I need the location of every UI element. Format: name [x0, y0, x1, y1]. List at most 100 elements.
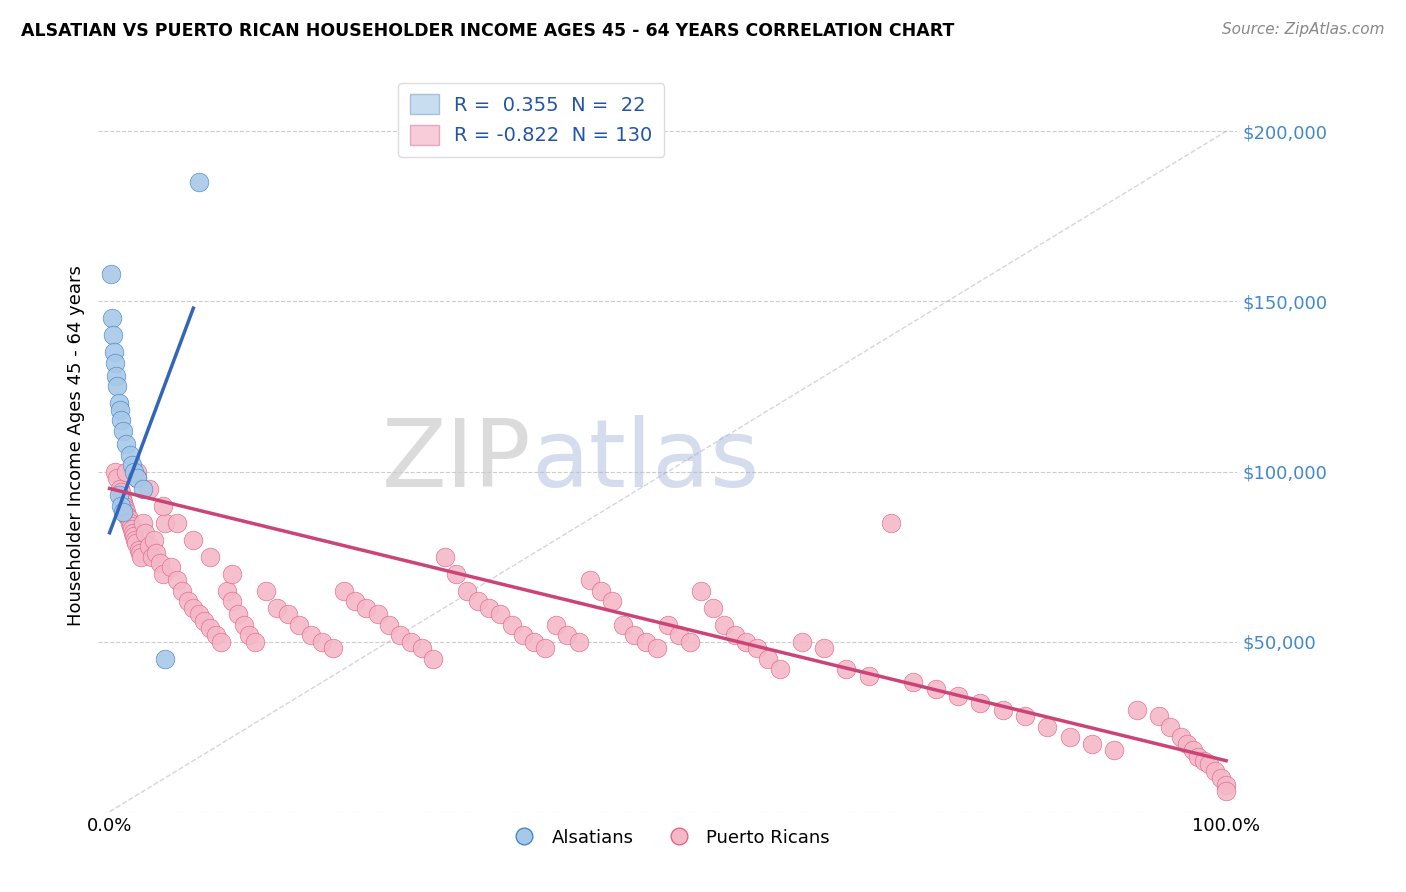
Point — [183, 533, 205, 547]
Point — [478, 600, 501, 615]
Point — [107, 396, 129, 410]
Point — [115, 505, 138, 519]
Point — [183, 600, 205, 615]
Point — [127, 465, 149, 479]
Point — [713, 617, 735, 632]
Point — [238, 628, 260, 642]
Point — [333, 583, 356, 598]
Point — [1126, 703, 1149, 717]
Point — [946, 689, 969, 703]
Point — [1104, 743, 1126, 757]
Point — [589, 583, 612, 598]
Point — [1215, 784, 1237, 798]
Point — [132, 516, 155, 530]
Point — [1036, 720, 1059, 734]
Point — [129, 549, 152, 564]
Point — [127, 471, 149, 485]
Point — [835, 662, 858, 676]
Point — [138, 540, 160, 554]
Point — [523, 634, 546, 648]
Legend: Alsatians, Puerto Ricans: Alsatians, Puerto Ricans — [499, 822, 837, 854]
Point — [198, 549, 221, 564]
Point — [444, 566, 467, 581]
Point — [166, 574, 188, 588]
Point — [1192, 754, 1215, 768]
Y-axis label: Householder Income Ages 45 - 64 years: Householder Income Ages 45 - 64 years — [66, 266, 84, 626]
Point — [111, 495, 134, 509]
Point — [117, 512, 139, 526]
Point — [1081, 737, 1104, 751]
Text: ZIP: ZIP — [381, 415, 531, 507]
Point — [166, 516, 188, 530]
Point — [209, 634, 232, 648]
Point — [107, 488, 129, 502]
Point — [155, 651, 177, 665]
Point — [104, 465, 127, 479]
Point — [193, 614, 215, 628]
Point — [1159, 720, 1181, 734]
Point — [858, 668, 880, 682]
Point — [122, 529, 145, 543]
Point — [311, 634, 333, 648]
Point — [160, 559, 183, 574]
Point — [221, 566, 243, 581]
Point — [232, 617, 254, 632]
Point — [880, 516, 903, 530]
Point — [138, 482, 160, 496]
Point — [107, 471, 129, 485]
Text: atlas: atlas — [531, 415, 759, 507]
Point — [243, 634, 266, 648]
Point — [1181, 743, 1204, 757]
Point — [266, 600, 288, 615]
Point — [1014, 709, 1036, 723]
Point — [132, 482, 155, 496]
Point — [105, 369, 128, 384]
Point — [768, 662, 790, 676]
Point — [152, 499, 174, 513]
Point — [121, 522, 143, 536]
Point — [155, 516, 177, 530]
Point — [679, 634, 702, 648]
Point — [467, 594, 489, 608]
Point — [128, 542, 150, 557]
Point — [120, 519, 142, 533]
Point — [177, 594, 200, 608]
Point — [118, 448, 141, 462]
Point — [204, 628, 226, 642]
Point — [111, 491, 134, 506]
Point — [1059, 730, 1081, 744]
Point — [600, 594, 623, 608]
Point — [1147, 709, 1170, 723]
Point — [903, 675, 925, 690]
Point — [215, 583, 238, 598]
Point — [108, 403, 131, 417]
Point — [198, 621, 221, 635]
Point — [1198, 757, 1220, 772]
Point — [578, 574, 600, 588]
Point — [122, 465, 145, 479]
Point — [1209, 771, 1232, 785]
Point — [172, 583, 194, 598]
Point — [122, 525, 145, 540]
Point — [254, 583, 277, 598]
Point — [790, 634, 813, 648]
Point — [557, 628, 579, 642]
Point — [344, 594, 367, 608]
Point — [221, 594, 243, 608]
Point — [501, 617, 523, 632]
Point — [612, 617, 634, 632]
Point — [735, 634, 758, 648]
Point — [668, 628, 690, 642]
Text: Source: ZipAtlas.com: Source: ZipAtlas.com — [1222, 22, 1385, 37]
Point — [367, 607, 389, 622]
Point — [143, 533, 166, 547]
Point — [1170, 730, 1192, 744]
Point — [118, 516, 141, 530]
Point — [125, 536, 148, 550]
Point — [1204, 764, 1226, 778]
Point — [277, 607, 299, 622]
Point — [114, 502, 136, 516]
Point — [121, 458, 143, 472]
Point — [112, 499, 135, 513]
Point — [141, 549, 163, 564]
